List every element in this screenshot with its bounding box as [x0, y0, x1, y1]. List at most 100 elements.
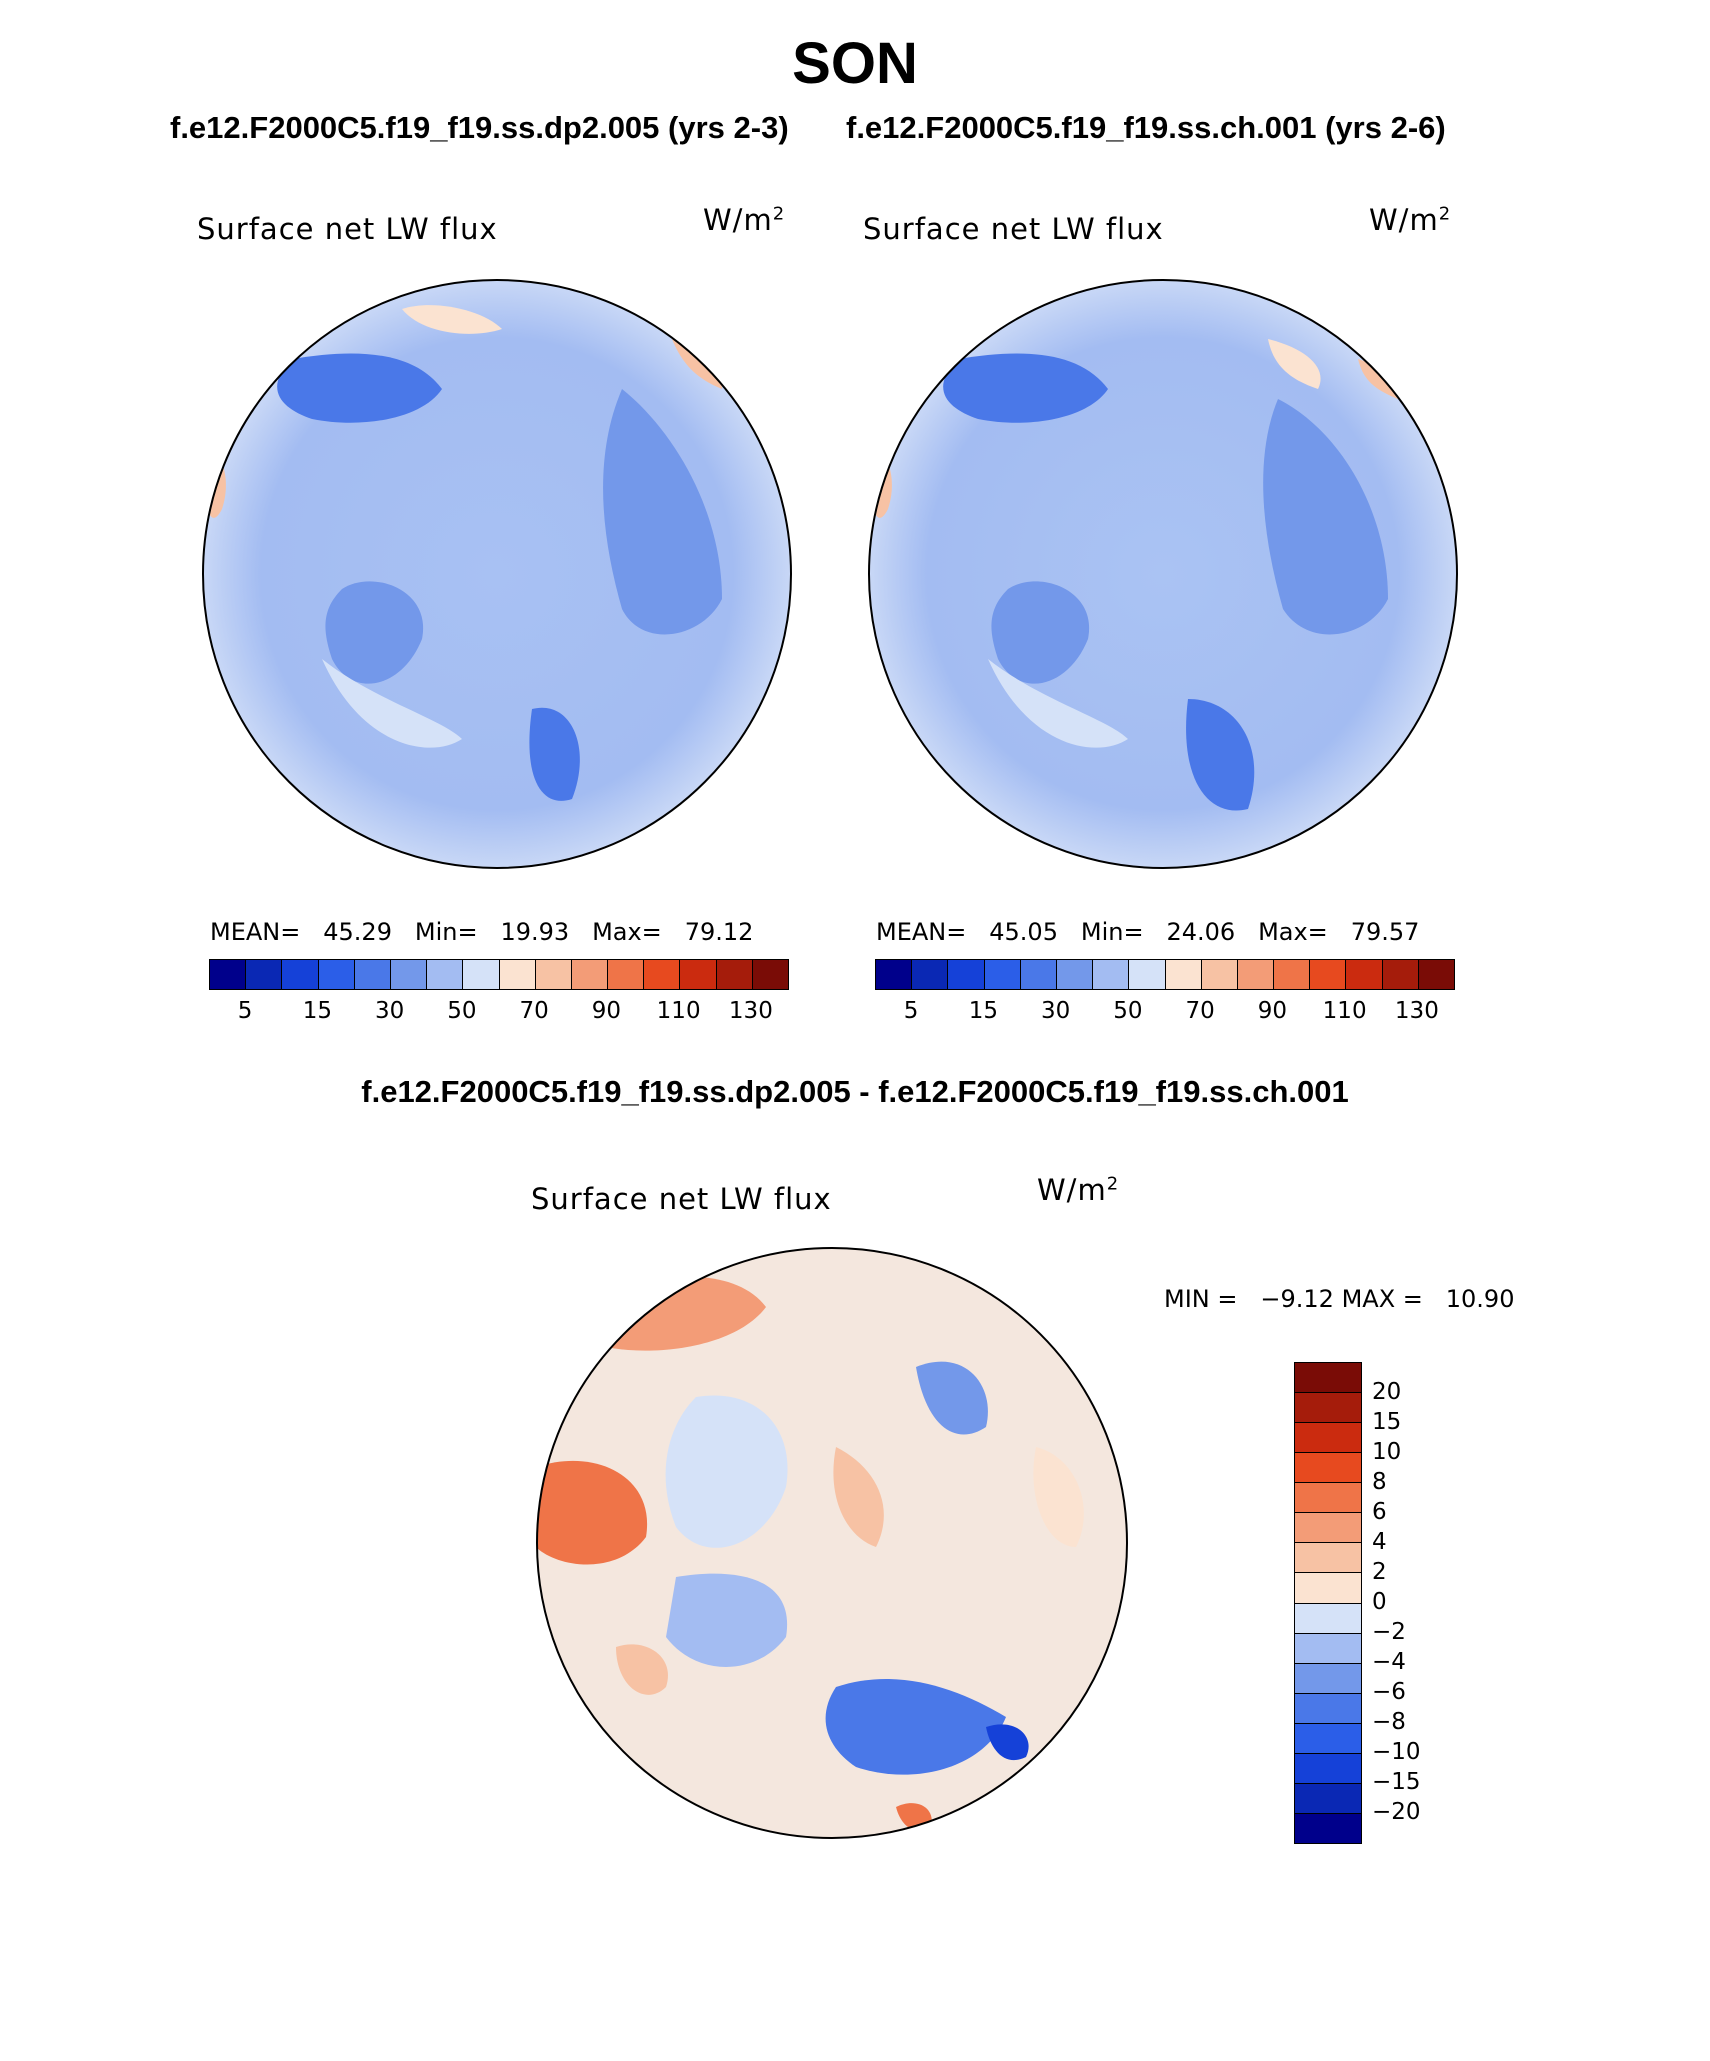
panel1-field-high-northeast: [672, 339, 722, 389]
colorbar-tick-label: 15: [302, 998, 333, 1024]
colorbar-swatch: [948, 960, 985, 989]
colorbar-swatch: [1346, 960, 1383, 989]
colorbar-swatch: [1093, 960, 1130, 989]
colorbar-swatch: [1295, 1363, 1361, 1394]
colorbar-tick-label: 4: [1372, 1529, 1387, 1555]
colorbar-tick-label: 110: [656, 998, 701, 1024]
colorbar-swatch: [390, 960, 428, 989]
colorbar-swatch: [210, 960, 247, 989]
panel3-variable-label: Surface net LW flux: [531, 1182, 832, 1216]
colorbar-tick-label: −10: [1372, 1739, 1421, 1765]
colorbar-swatch: [282, 960, 319, 989]
panel2-field-scandinavia: [1186, 699, 1255, 811]
colorbar-swatch: [1295, 1723, 1361, 1754]
panel2-units: W/m2: [1369, 203, 1452, 237]
colorbar-tick-label: −8: [1372, 1709, 1406, 1735]
panel3-colorbar: [1294, 1362, 1362, 1844]
colorbar-swatch: [499, 960, 536, 989]
colorbar-tick-label: 130: [728, 998, 773, 1024]
panel2-field-low-pacific: [943, 353, 1108, 423]
colorbar-swatch: [1201, 960, 1238, 989]
panel1-field-high-north: [402, 305, 502, 334]
colorbar-tick-label: 90: [591, 998, 622, 1024]
colorbar-tick-label: 30: [1040, 998, 1071, 1024]
panel3-field-neg-scandinavia: [825, 1678, 1006, 1775]
case-title-right: f.e12.F2000C5.f19_f19.ss.ch.001 (yrs 2-6…: [846, 110, 1446, 145]
panel2-map-border: [868, 279, 1458, 869]
panel3-stats: MIN = −9.12 MAX = 10.90: [1164, 1285, 1515, 1313]
panel3-field-pos-atlantic: [616, 1644, 668, 1695]
panel2-field-greenland: [991, 581, 1090, 684]
colorbar-tick-label: −20: [1372, 1799, 1421, 1825]
colorbar-swatch: [463, 960, 500, 989]
panel1-units: W/m2: [703, 203, 786, 237]
figure-title: SON: [792, 31, 918, 96]
colorbar-swatch: [1295, 1753, 1361, 1784]
panel1-field-siberia: [603, 389, 722, 635]
colorbar-swatch: [1020, 960, 1057, 989]
colorbar-tick-label: 8: [1372, 1469, 1387, 1495]
colorbar-swatch: [1295, 1573, 1361, 1604]
colorbar-swatch: [752, 960, 788, 989]
panel3-units: W/m2: [1037, 1173, 1120, 1207]
colorbar-tick-label: −4: [1372, 1649, 1406, 1675]
panel2-field-atlantic: [988, 659, 1128, 748]
colorbar-swatch: [984, 960, 1021, 989]
colorbar-swatch: [1295, 1693, 1361, 1724]
panel1-map-border: [202, 279, 792, 869]
colorbar-swatch: [1129, 960, 1166, 989]
panel1-variable-label: Surface net LW flux: [197, 212, 498, 246]
panel3-map-border: [536, 1247, 1128, 1839]
colorbar-swatch: [1295, 1813, 1361, 1843]
colorbar-tick-label: 10: [1372, 1439, 1402, 1465]
colorbar-tick-label: 5: [903, 998, 919, 1024]
colorbar-tick-label: 0: [1372, 1589, 1387, 1615]
colorbar-swatch: [1295, 1783, 1361, 1814]
panel1-colorbar: [209, 959, 789, 990]
panel3-field-neg-siberia: [916, 1361, 988, 1435]
colorbar-swatch: [1295, 1663, 1361, 1694]
colorbar-tick-label: 30: [374, 998, 405, 1024]
colorbar-swatch: [1295, 1453, 1361, 1484]
panel3-field-neg-strong: [986, 1724, 1029, 1761]
colorbar-swatch: [1382, 960, 1419, 989]
panel3-field-neg-arctic: [665, 1395, 788, 1548]
panel3-field-pos-east: [1033, 1447, 1084, 1547]
colorbar-swatch: [608, 960, 645, 989]
colorbar-swatch: [1237, 960, 1275, 989]
colorbar-tick-label: −6: [1372, 1679, 1406, 1705]
panel1-polar-map: [202, 279, 792, 869]
colorbar-tick-label: 6: [1372, 1499, 1387, 1525]
panel3-polar-map: [536, 1247, 1128, 1839]
difference-title: f.e12.F2000C5.f19_f19.ss.dp2.005 - f.e12…: [361, 1074, 1349, 1109]
panel1-field-greenland: [325, 581, 424, 684]
colorbar-swatch: [1295, 1483, 1361, 1514]
panel2-field-high-west: [869, 439, 892, 518]
colorbar-swatch: [876, 960, 913, 989]
panel1-field-atlantic: [322, 659, 462, 748]
panel1-field-high-west: [203, 439, 226, 518]
colorbar-swatch: [1274, 960, 1311, 989]
colorbar-tick-label: 2: [1372, 1559, 1387, 1585]
colorbar-swatch: [318, 960, 355, 989]
panel2-colorbar: [875, 959, 1455, 990]
colorbar-swatch: [1295, 1513, 1361, 1544]
colorbar-swatch: [427, 960, 464, 989]
case-title-left: f.e12.F2000C5.f19_f19.ss.dp2.005 (yrs 2-…: [170, 110, 789, 145]
colorbar-swatch: [1165, 960, 1202, 989]
panel2-field-high-northeast: [1358, 359, 1401, 399]
colorbar-swatch: [535, 960, 572, 989]
colorbar-swatch: [644, 960, 681, 989]
panel3-field-neg-greenland: [666, 1573, 788, 1667]
colorbar-swatch: [912, 960, 949, 989]
colorbar-tick-label: 50: [447, 998, 477, 1024]
colorbar-tick-label: 110: [1322, 998, 1367, 1024]
colorbar-swatch: [354, 960, 391, 989]
colorbar-tick-label: −15: [1372, 1769, 1421, 1795]
panel2-stats: MEAN= 45.05 Min= 24.06 Max= 79.57: [876, 918, 1420, 946]
colorbar-swatch: [716, 960, 753, 989]
colorbar-tick-label: 20: [1372, 1379, 1402, 1405]
panel3-field-pos-west: [537, 1460, 648, 1565]
panel1-field-scandinavia: [529, 707, 580, 801]
colorbar-tick-label: −2: [1372, 1619, 1406, 1645]
